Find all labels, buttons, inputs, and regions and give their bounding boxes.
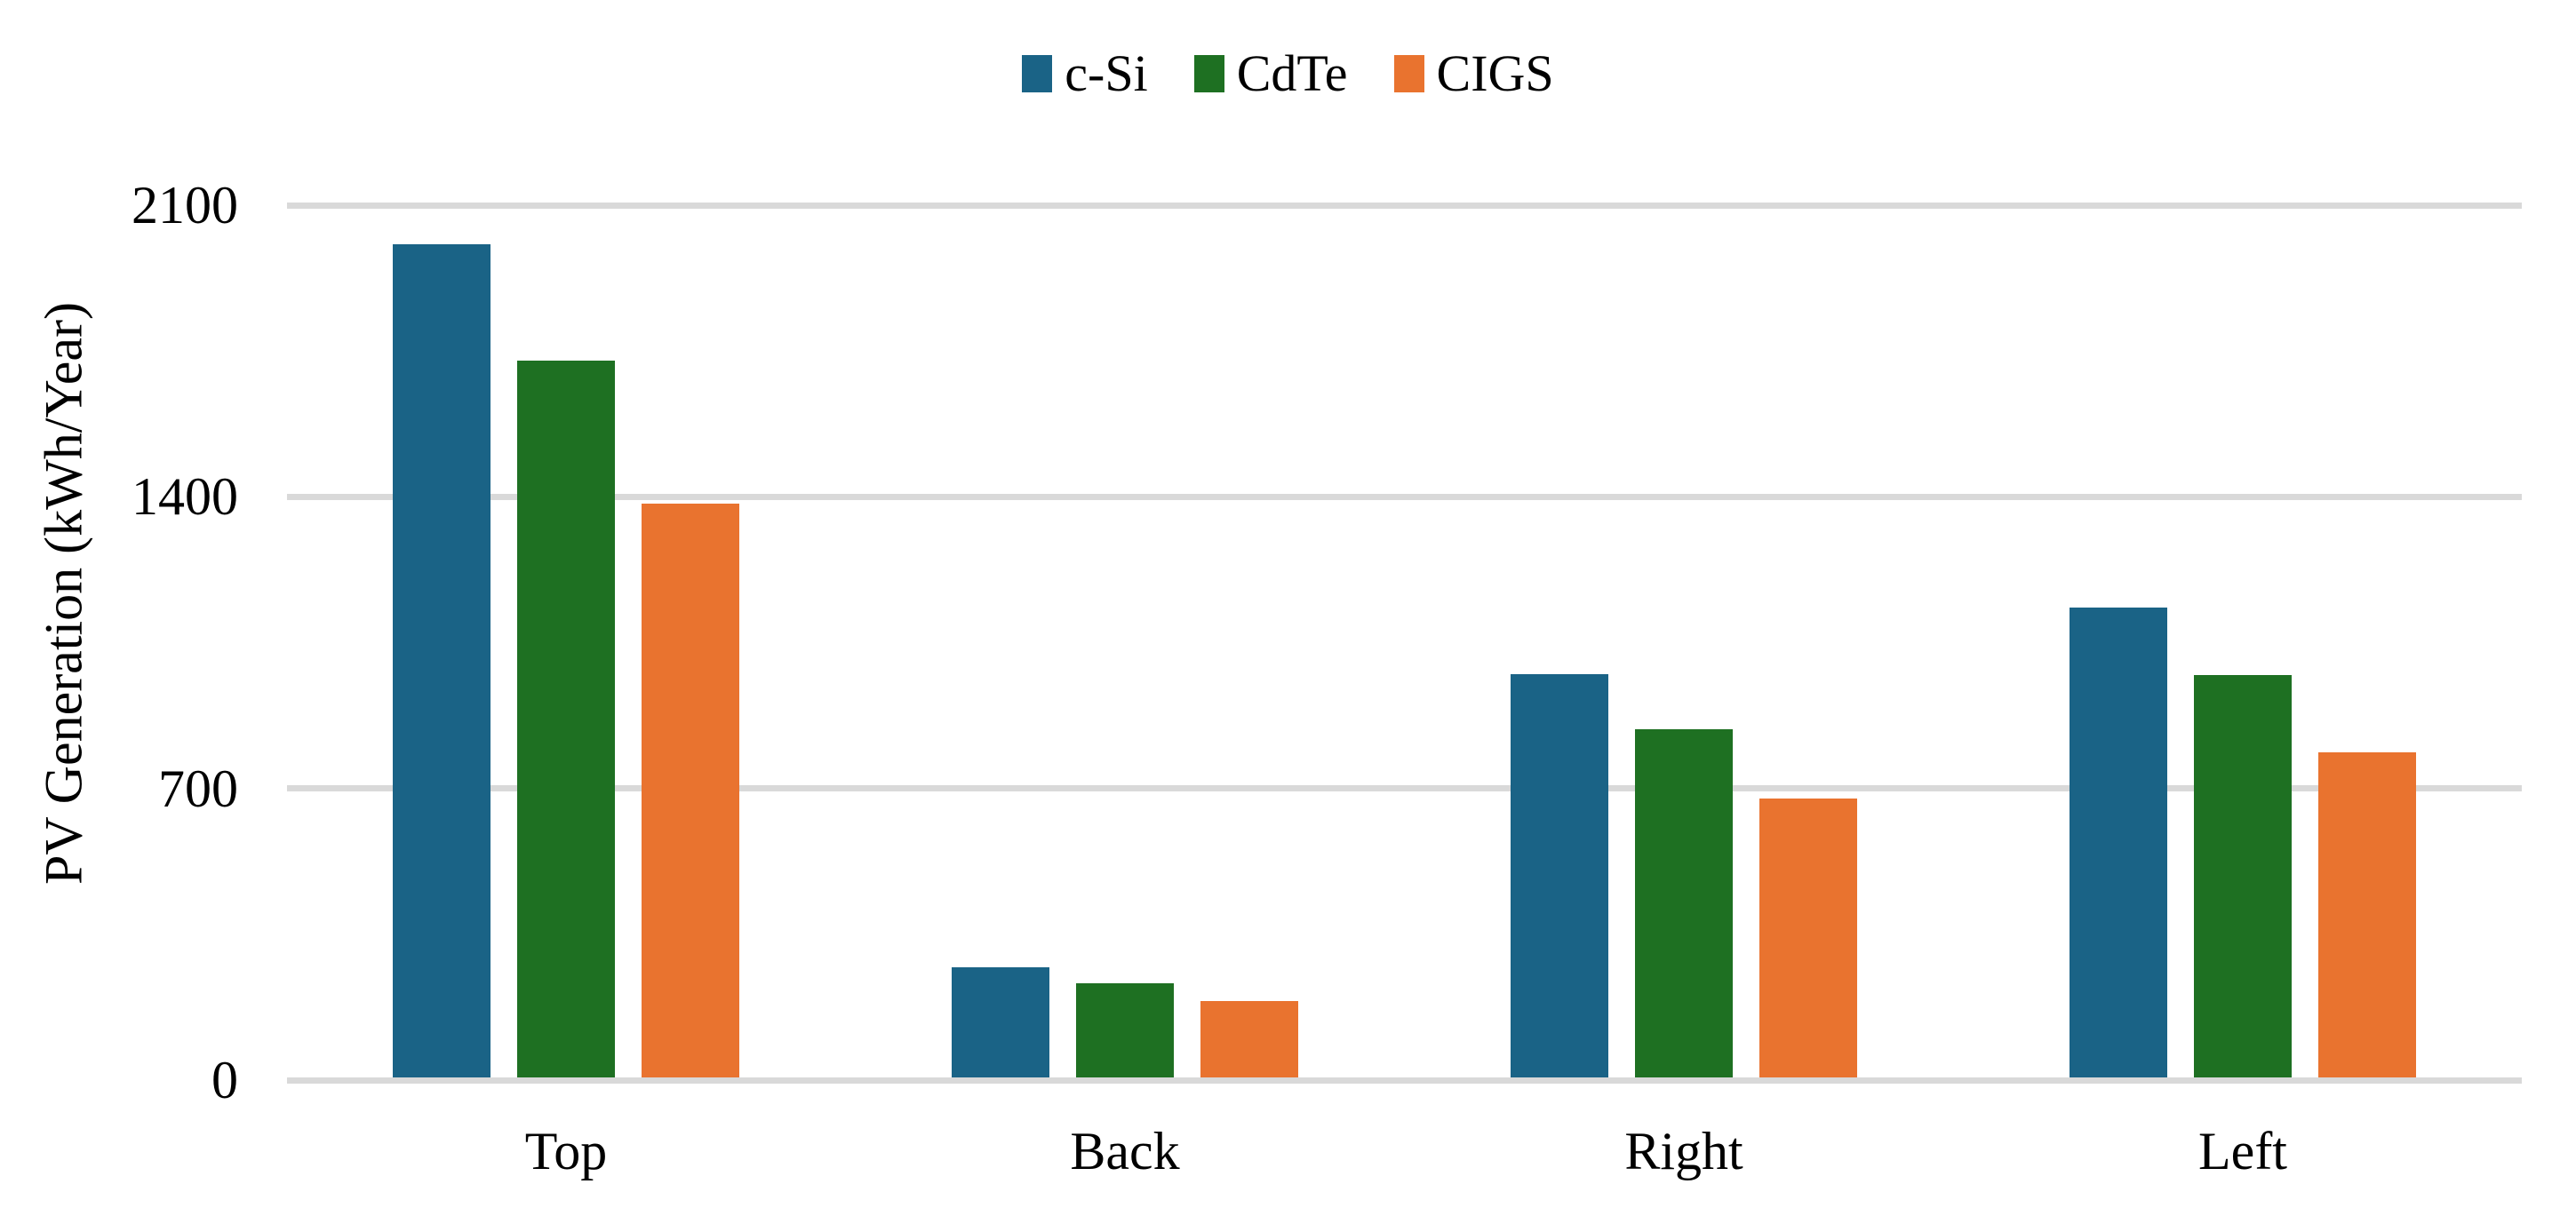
legend-swatch-icon [1022,55,1053,92]
x-category-label: Top [524,1122,608,1180]
chart-legend: c-Si CdTe CIGS [0,34,2576,114]
gridline-1400 [287,494,2522,500]
bar-CdTe-Back [1076,983,1174,1077]
legend-item-CdTe: CdTe [1193,44,1348,102]
y-tick-label: 2100 [132,176,238,234]
bar-CdTe-Right [1635,729,1733,1077]
x-category-label: Right [1624,1122,1743,1180]
bar-CIGS-Top [642,504,739,1077]
x-category-label: Left [2198,1122,2287,1180]
legend-swatch-icon [1393,55,1424,92]
legend-swatch-icon [1193,55,1224,92]
bar-c-Si-Top [393,244,490,1077]
bar-CIGS-Left [2318,752,2416,1077]
legend-label: CIGS [1436,44,1554,102]
bar-c-Si-Right [1511,674,1608,1077]
legend-item-c-Si: c-Si [1022,44,1148,102]
y-tick-label: 0 [211,1051,238,1109]
bar-CdTe-Top [517,361,615,1077]
legend-label: CdTe [1236,44,1348,102]
y-tick-label: 1400 [132,467,238,526]
x-category-label: Back [1070,1122,1180,1180]
gridline-0 [287,1077,2522,1084]
gridline-700 [287,785,2522,791]
bar-CIGS-Back [1200,1001,1298,1077]
legend-label: c-Si [1065,44,1148,102]
bar-c-Si-Left [2070,608,2167,1077]
y-tick-label: 700 [158,759,238,818]
bar-CdTe-Left [2194,675,2292,1077]
legend-item-CIGS: CIGS [1393,44,1554,102]
bar-c-Si-Back [952,967,1049,1077]
gridline-2100 [287,203,2522,209]
bar-CIGS-Right [1759,799,1857,1077]
